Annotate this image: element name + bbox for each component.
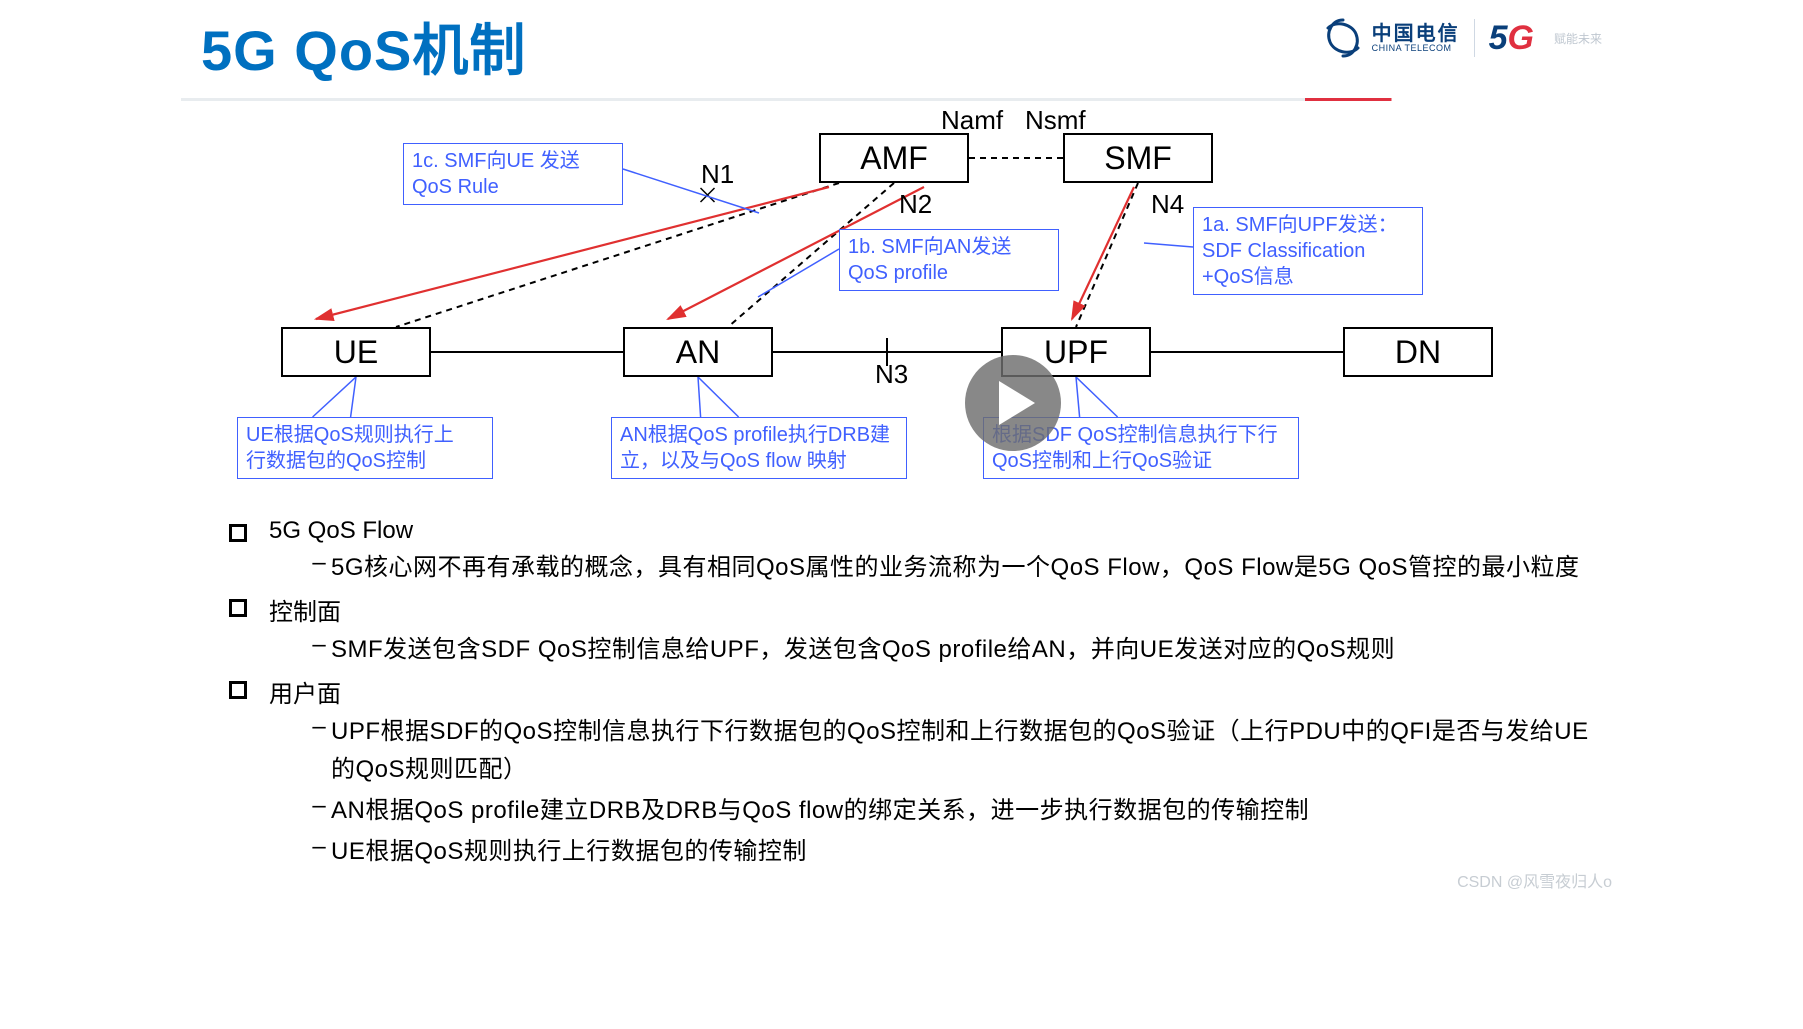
bullet-l2-text: SMF发送包含SDF QoS控制信息给UPF，发送包含QoS profile给A… — [331, 631, 1592, 668]
fiveg-logo: 5G — [1489, 19, 1534, 58]
brand-divider — [1474, 19, 1475, 57]
content-bullets: 5G QoS Flow – 5G核心网不再有承载的概念，具有相同QoS属性的业务流… — [181, 501, 1622, 900]
ct-cn: 中国电信 — [1372, 24, 1460, 44]
bullet-l1-text: 5G QoS Flow — [269, 517, 413, 545]
header-rule — [181, 98, 1622, 101]
iface-n1: N1 — [701, 159, 734, 190]
callout-c1b: 1b. SMF向AN发送QoS profile — [839, 229, 1059, 291]
bullet-l2: – 5G核心网不再有承载的概念，具有相同QoS属性的业务流称为一个QoS Flo… — [307, 549, 1592, 586]
bullet-l2: – UE根据QoS规则执行上行数据包的传输控制 — [307, 833, 1592, 870]
bullet-l2-text: AN根据QoS profile建立DRB及DRB与QoS flow的绑定关系，进… — [331, 792, 1592, 829]
play-button-icon[interactable] — [965, 355, 1061, 451]
callout-can: AN根据QoS profile执行DRB建立，以及与QoS flow 映射 — [611, 417, 907, 479]
node-ue: UE — [281, 327, 431, 377]
brand-tagline: 赋能未来 — [1554, 30, 1602, 47]
ct-text: 中国电信 CHINA TELECOM — [1372, 24, 1460, 53]
bullet-l1: 控制面 — [229, 592, 1592, 627]
iface-n2: N2 — [899, 189, 932, 220]
bullet-l1-text: 控制面 — [269, 592, 341, 627]
bullet-l2: – SMF发送包含SDF QoS控制信息给UPF，发送包含QoS profile… — [307, 631, 1592, 668]
architecture-diagram: AMFSMFUEANUPFDNNamfNsmfN1N2N4N31c. SMF向U… — [181, 111, 1622, 501]
ct-swirl-icon — [1322, 18, 1364, 58]
bullet-l1: 5G QoS Flow — [229, 517, 1592, 545]
iface-nsmf: Nsmf — [1025, 105, 1086, 136]
ct-en: CHINA TELECOM — [1372, 44, 1460, 53]
node-an: AN — [623, 327, 773, 377]
node-dn: DN — [1343, 327, 1493, 377]
bullet-l2-text: 5G核心网不再有承载的概念，具有相同QoS属性的业务流称为一个QoS Flow，… — [331, 549, 1592, 586]
fiveg-g: G — [1508, 19, 1534, 57]
bullet-l1: 用户面 — [229, 674, 1592, 709]
bullet-l2-text: UE根据QoS规则执行上行数据包的传输控制 — [331, 833, 1592, 870]
slide: 5G QoS机制 中国电信 CHINA TELECOM 5G 赋能未来 — [181, 0, 1622, 900]
callout-cue: UE根据QoS规则执行上行数据包的QoS控制 — [237, 417, 493, 479]
iface-namf: Namf — [941, 105, 1003, 136]
bullet-l2-text: UPF根据SDF的QoS控制信息执行下行数据包的QoS控制和上行数据包的QoS验… — [331, 713, 1592, 787]
node-amf: AMF — [819, 133, 969, 183]
callout-c1c: 1c. SMF向UE 发送QoS Rule — [403, 143, 623, 205]
fiveg-5: 5 — [1489, 19, 1508, 57]
square-bullet-icon — [229, 524, 247, 542]
dash-bullet-icon: – — [307, 792, 331, 820]
square-bullet-icon — [229, 599, 247, 617]
iface-n4: N4 — [1151, 189, 1184, 220]
node-smf: SMF — [1063, 133, 1213, 183]
header: 5G QoS机制 中国电信 CHINA TELECOM 5G 赋能未来 — [181, 0, 1622, 98]
bullet-l2: – UPF根据SDF的QoS控制信息执行下行数据包的QoS控制和上行数据包的Qo… — [307, 713, 1592, 787]
dash-bullet-icon: – — [307, 631, 331, 659]
square-bullet-icon — [229, 681, 247, 699]
dash-bullet-icon: – — [307, 713, 331, 741]
bullet-l1-text: 用户面 — [269, 674, 341, 709]
china-telecom-logo: 中国电信 CHINA TELECOM — [1322, 18, 1460, 58]
page-title: 5G QoS机制 — [201, 6, 526, 87]
iface-n3: N3 — [875, 359, 908, 390]
dash-bullet-icon: – — [307, 833, 331, 861]
callout-c1a: 1a. SMF向UPF发送：SDF Classification+QoS信息 — [1193, 207, 1423, 295]
bullet-l2: – AN根据QoS profile建立DRB及DRB与QoS flow的绑定关系… — [307, 792, 1592, 829]
watermark: CSDN @风雪夜归人o — [1457, 868, 1612, 892]
brand-area: 中国电信 CHINA TELECOM 5G 赋能未来 — [1322, 18, 1602, 58]
dash-bullet-icon: – — [307, 549, 331, 577]
